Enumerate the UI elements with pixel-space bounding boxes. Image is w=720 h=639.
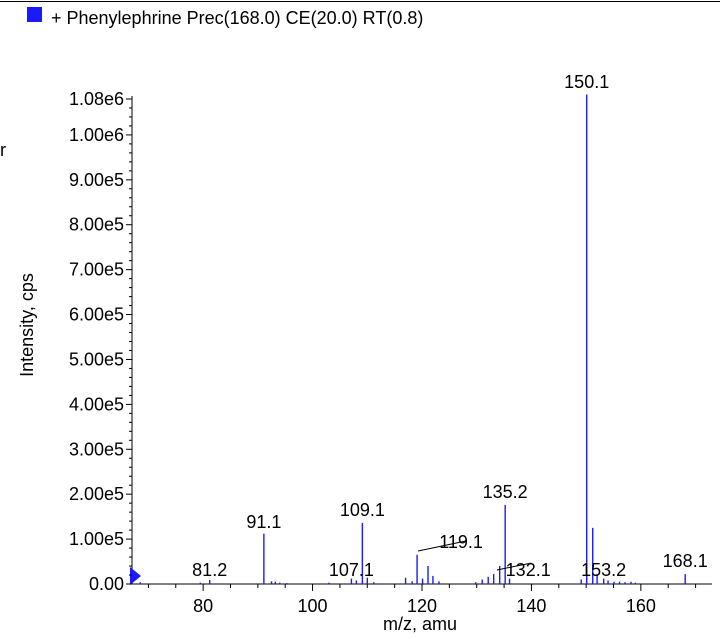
y-axis-label: Intensity, cps bbox=[17, 273, 37, 377]
peak-label-leader bbox=[417, 540, 466, 552]
peak-label: 168.1 bbox=[663, 551, 708, 571]
y-tick-label: 3.00e5 bbox=[69, 439, 124, 459]
x-tick-label: 120 bbox=[407, 596, 437, 616]
peak-label: 150.1 bbox=[564, 72, 609, 92]
peak-label: 153.2 bbox=[581, 560, 626, 580]
x-tick-label: 80 bbox=[193, 596, 213, 616]
peak-label: 109.1 bbox=[340, 500, 385, 520]
legend-swatch bbox=[27, 7, 42, 22]
peak-label: 91.1 bbox=[246, 512, 281, 532]
peak-label: 107.1 bbox=[329, 560, 374, 580]
y-tick-label: 6.00e5 bbox=[69, 305, 124, 325]
clipped-text-fragment: r bbox=[0, 140, 6, 160]
x-axis-label: m/z, amu bbox=[383, 614, 457, 634]
y-tick-label: 1.08e6 bbox=[69, 89, 124, 109]
peak-label-leader bbox=[496, 562, 532, 571]
x-tick-label: 160 bbox=[626, 596, 656, 616]
y-tick-label: 4.00e5 bbox=[69, 394, 124, 414]
chart-title: + Phenylephrine Prec(168.0) CE(20.0) RT(… bbox=[51, 8, 424, 28]
x-tick-label: 100 bbox=[298, 596, 328, 616]
y-tick-label: 8.00e5 bbox=[69, 215, 124, 235]
y-tick-label: 7.00e5 bbox=[69, 260, 124, 280]
y-tick-label: 0.00 bbox=[89, 574, 124, 594]
top-border-line bbox=[0, 1, 720, 2]
y-tick-label: 2.00e5 bbox=[69, 484, 124, 504]
y-tick-label: 5.00e5 bbox=[69, 349, 124, 369]
peak-label: 81.2 bbox=[192, 560, 227, 580]
y-tick-label: 1.00e5 bbox=[69, 529, 124, 549]
x-tick-label: 140 bbox=[516, 596, 546, 616]
y-tick-label: 9.00e5 bbox=[69, 170, 124, 190]
peak-label: 135.2 bbox=[483, 482, 528, 502]
baseline-marker-icon bbox=[130, 567, 141, 585]
axes bbox=[131, 96, 712, 585]
y-tick-label: 1.00e6 bbox=[69, 125, 124, 145]
peak-label: 132.1 bbox=[506, 560, 551, 580]
